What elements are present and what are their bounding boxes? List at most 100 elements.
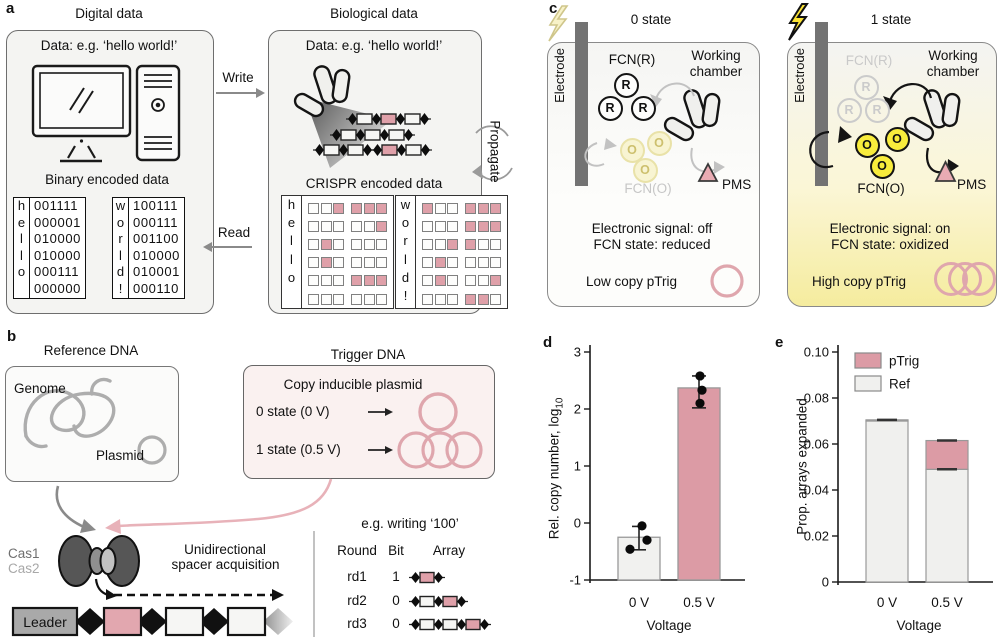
code-column: 001111 000001 010000 010000 000111 000000 <box>30 198 85 298</box>
bar-ptrig <box>925 439 969 470</box>
spacer-cell <box>434 257 446 269</box>
write-arrow <box>216 88 265 98</box>
writing-bit: 0 <box>392 593 400 608</box>
x-category-label: 0 V <box>629 595 649 610</box>
crispr-row <box>308 254 387 272</box>
panel-a-label: a <box>6 0 15 17</box>
letter: l <box>290 251 293 267</box>
digital-data-title: Digital data <box>75 6 143 21</box>
spacer-box <box>356 113 373 125</box>
bio-data-example: Data: e.g. ‘hello world!’ <box>305 38 443 53</box>
spacer-cell <box>434 202 446 214</box>
spacer-box <box>388 129 405 141</box>
spacer-cell <box>422 275 433 287</box>
y-tick-label: 0.08 <box>804 391 829 406</box>
plasmid-label: Plasmid <box>96 448 145 463</box>
bar-ref <box>925 468 969 583</box>
repeat-diamond <box>434 619 443 630</box>
letter: r <box>118 231 123 247</box>
spacer-cell <box>333 257 344 269</box>
trigger-arrow-pink <box>105 478 333 534</box>
panel-c-label: c <box>549 0 558 17</box>
fcn-r-circle: R <box>864 97 890 123</box>
letter: o <box>401 215 410 231</box>
spacer-cell <box>308 202 319 214</box>
chart-d: 3 2 1 0 -1 0 V 0.5 V Voltage <box>540 335 750 638</box>
spacer-box <box>419 618 435 631</box>
binary-code: 100111 <box>133 198 179 213</box>
electrode-label-1: Electrode <box>792 48 807 103</box>
spacer-box <box>442 618 458 631</box>
legend-swatch <box>854 375 882 392</box>
y-tick-label: 0.04 <box>804 483 829 498</box>
spacer-cell <box>363 293 375 305</box>
spacer-cell <box>363 275 375 287</box>
fcn-r-circle: R <box>613 72 639 98</box>
legend-swatch <box>854 352 882 369</box>
binary-code: 001111 <box>34 198 79 213</box>
repeat-diamond <box>332 129 341 141</box>
leader-array-graphic: Leader <box>0 605 300 638</box>
letter: o <box>17 264 26 280</box>
y-tick-label: 2 <box>574 402 581 417</box>
spacer-cell <box>465 220 476 232</box>
repeat-diamond <box>315 144 324 156</box>
letter <box>14 281 29 298</box>
repeat-diamond <box>411 619 420 630</box>
spacer-box <box>364 129 381 141</box>
electrode-label-0: Electrode <box>552 48 567 103</box>
spacer-cell <box>308 275 319 287</box>
binary-code: 010000 <box>133 247 180 263</box>
spacer-cell <box>447 293 458 305</box>
signal-line1-1: Electronic signal: on <box>829 221 951 236</box>
state1-title: 1 state <box>870 12 912 27</box>
signal-line2-0: FCN state: reduced <box>593 237 711 252</box>
spacer-cell <box>434 220 446 232</box>
crispr-row <box>422 272 501 290</box>
spacer-box <box>347 144 364 156</box>
spacer-cell <box>320 202 332 214</box>
repeat-diamond <box>411 572 420 583</box>
letter: e <box>287 215 296 231</box>
crispr-array-graphics <box>300 105 500 172</box>
y-tick-label: 0.02 <box>804 529 829 544</box>
spacer-cell <box>477 238 489 250</box>
spacer-cell <box>351 202 362 214</box>
pms-label-0: PMS <box>722 177 752 192</box>
data-point <box>625 544 635 554</box>
spacer-cell <box>447 275 458 287</box>
crispr-row <box>422 290 501 308</box>
spacer-cell <box>376 220 387 232</box>
writing-header-round: Round <box>337 543 377 558</box>
spacer-cell <box>351 293 362 305</box>
letter: l <box>404 251 407 267</box>
repeat-diamond <box>411 596 420 607</box>
chamber-label-1-line1: Working <box>928 48 978 63</box>
spacer-cell <box>490 275 501 287</box>
letter: ! <box>403 287 408 303</box>
letter: h <box>287 197 296 212</box>
y-tick-label: 3 <box>574 345 581 360</box>
writing-header-bit: Bit <box>388 543 404 558</box>
writing-array <box>408 593 503 615</box>
repeat-diamond <box>397 144 406 156</box>
spacer-box <box>442 595 458 608</box>
state0-title: 0 state <box>630 12 672 27</box>
acquisition-line2: spacer acquisition <box>171 557 280 572</box>
spacer-cell <box>308 238 319 250</box>
writing-array <box>408 616 503 638</box>
spacer-cell <box>477 202 489 214</box>
fcn-o-circle: O <box>854 132 880 158</box>
genome-label: Genome <box>14 381 66 396</box>
repeat-diamond <box>75 608 105 635</box>
repeat-diamond <box>457 619 466 630</box>
binary-code: 010000 <box>34 247 81 263</box>
lightning-icon-on <box>788 3 809 41</box>
spacer-cell <box>376 238 387 250</box>
cas2-label: Cas2 <box>8 561 40 576</box>
fcn-o-circle: O <box>632 157 658 183</box>
legend-label: Ref <box>889 377 910 392</box>
spacer-cell <box>376 202 387 214</box>
spacer-cell <box>465 275 476 287</box>
